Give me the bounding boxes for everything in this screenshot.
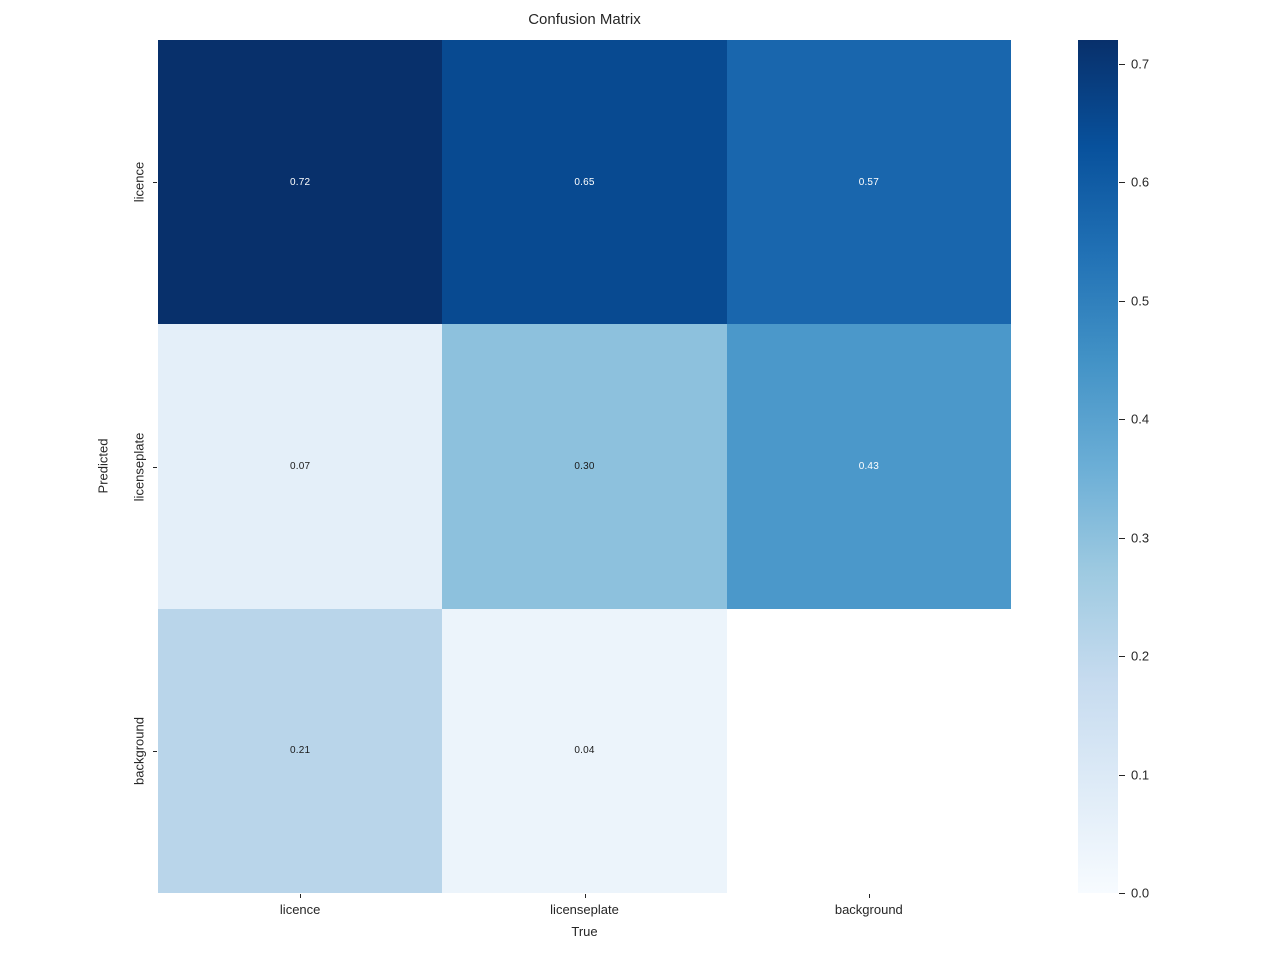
- colorbar-tick-mark: [1119, 182, 1125, 184]
- colorbar-tick-mark: [1119, 419, 1125, 421]
- colorbar-tick-label: 0.3: [1131, 530, 1150, 546]
- colorbar-tick-mark: [1119, 774, 1125, 776]
- colorbar-tick-label: 0.2: [1131, 648, 1150, 664]
- x-tick-mark: [584, 894, 586, 898]
- cell-value: 0.30: [574, 460, 595, 472]
- x-tick-label: licence: [279, 902, 321, 917]
- cell-value: 0.07: [290, 460, 311, 472]
- colorbar-tick-label: 0.1: [1131, 767, 1150, 783]
- colorbar-tick-label: 0.5: [1131, 293, 1150, 309]
- colorbar-tick-mark: [1119, 537, 1125, 539]
- x-axis-label: True: [571, 924, 598, 939]
- y-tick-mark: [153, 750, 157, 752]
- colorbar-tick-label: 0.7: [1131, 56, 1150, 72]
- heatmap-cell: 0.21: [158, 608, 443, 893]
- heatmap-cell: 0.65: [442, 40, 727, 325]
- heatmap-plot: 0.72 0.65 0.57 0.07 0.30 0.43 0.21 0.04: [158, 40, 1011, 893]
- x-tick-mark: [868, 894, 870, 898]
- heatmap-cell: 0.43: [726, 324, 1011, 609]
- x-tick-mark: [300, 894, 302, 898]
- y-tick-label: background: [131, 716, 147, 785]
- heatmap-cell: 0.30: [442, 324, 727, 609]
- cell-value: 0.72: [290, 176, 311, 188]
- colorbar-tick-label: 0.4: [1131, 411, 1150, 427]
- heatmap-cell: [726, 608, 1011, 893]
- colorbar-tick-mark: [1119, 300, 1125, 302]
- cell-value: 0.04: [574, 745, 595, 757]
- colorbar-tick-mark: [1119, 893, 1125, 895]
- chart-title: Confusion Matrix: [528, 11, 641, 28]
- cell-value: 0.65: [574, 176, 595, 188]
- colorbar-tick-mark: [1119, 63, 1125, 65]
- y-axis-label: Predicted: [95, 438, 111, 494]
- x-tick-label: licenseplate: [550, 902, 619, 917]
- colorbar: [1078, 40, 1118, 893]
- heatmap-cell: 0.57: [726, 40, 1011, 325]
- y-tick-label: licenseplate: [131, 432, 147, 501]
- x-tick-label: background: [834, 902, 903, 917]
- heatmap-cell: 0.07: [158, 324, 443, 609]
- colorbar-tick-label: 0.6: [1131, 174, 1150, 190]
- cell-value: 0.21: [290, 745, 311, 757]
- heatmap-cell: 0.04: [442, 608, 727, 893]
- colorbar-tick-label: 0.0: [1131, 885, 1150, 901]
- colorbar-tick-mark: [1119, 656, 1125, 658]
- y-tick-mark: [153, 466, 157, 468]
- y-tick-mark: [153, 182, 157, 184]
- heatmap-cell: 0.72: [158, 40, 443, 325]
- cell-value: 0.43: [858, 460, 879, 472]
- cell-value: 0.57: [858, 176, 879, 188]
- y-tick-label: licence: [131, 161, 147, 203]
